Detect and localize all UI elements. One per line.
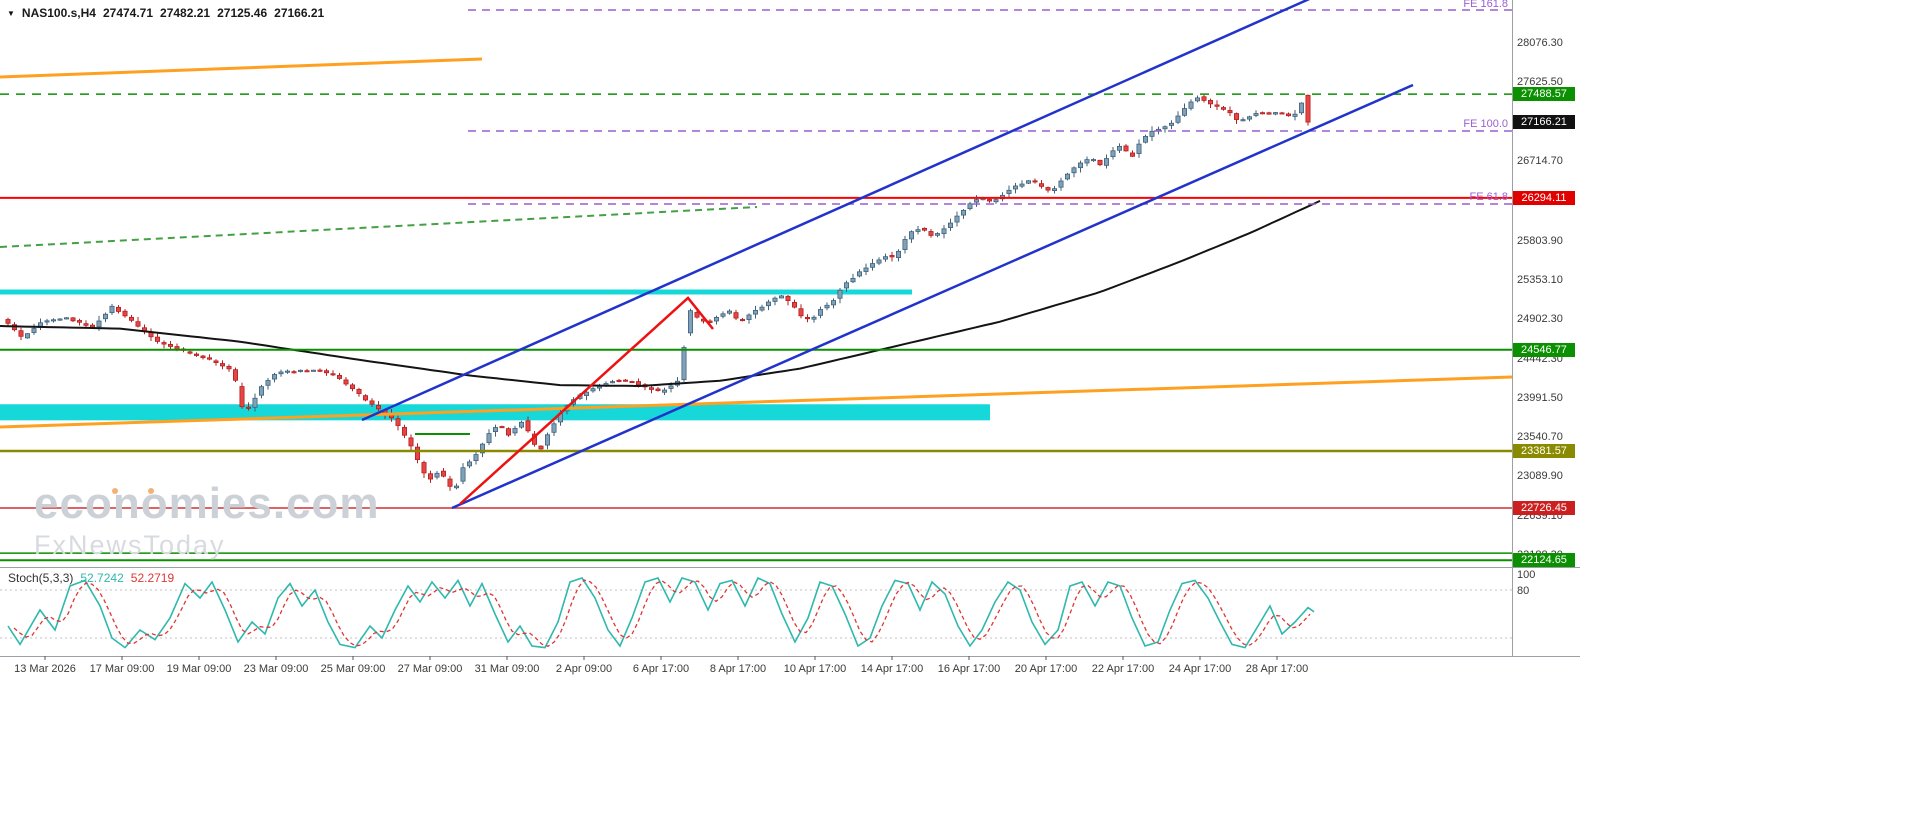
stoch-signal-value: 52.2719 [130, 571, 175, 585]
green-dashed-trendline[interactable] [0, 206, 758, 248]
ohlc-close: 27166.21 [274, 6, 325, 20]
watermark-dot [148, 488, 154, 494]
price-axis-label: 27625.50 [1517, 76, 1563, 88]
time-axis-label: 28 Apr 17:00 [1245, 663, 1309, 675]
time-axis-label: 17 Mar 09:00 [89, 663, 155, 675]
ohlc-low: 27125.46 [217, 6, 268, 20]
orange-upper-trendline[interactable] [0, 57, 483, 79]
time-axis-label: 27 Mar 09:00 [397, 663, 463, 675]
price-axis-label: 23540.70 [1517, 431, 1563, 443]
price-badge: 23381.57 [1513, 444, 1575, 458]
watermark-dot [112, 488, 118, 494]
fib-expansion-label: FE 100.0 [1463, 118, 1508, 130]
price-badge: 27166.21 [1513, 115, 1575, 129]
time-axis-label: 19 Mar 09:00 [166, 663, 232, 675]
price-axis-label: 25803.90 [1517, 235, 1563, 247]
time-axis-label: 25 Mar 09:00 [320, 663, 386, 675]
time-axis-label: 23 Mar 09:00 [243, 663, 309, 675]
time-axis-label: 8 Apr 17:00 [709, 663, 767, 675]
ohlc-high: 27482.21 [160, 6, 211, 20]
symbol-label: NAS100.s,H4 [21, 6, 96, 20]
symbol-readout: ▼ NAS100.s,H4 27474.71 27482.21 27125.46… [7, 6, 324, 20]
stoch-signal-line [13, 579, 1311, 648]
time-axis-label: 14 Apr 17:00 [860, 663, 924, 675]
stoch-axis-label: 100 [1517, 569, 1536, 581]
price-axis-label: 25353.10 [1517, 274, 1563, 286]
blue-channel-lower[interactable] [451, 83, 1414, 510]
time-axis-label: 6 Apr 17:00 [632, 663, 690, 675]
time-axis-label: 2 Apr 09:00 [555, 663, 613, 675]
time-axis-label: 24 Apr 17:00 [1168, 663, 1232, 675]
time-axis-label: 10 Apr 17:00 [783, 663, 847, 675]
blue-channel-upper[interactable] [361, 0, 1316, 422]
watermark-subtitle: FxNewsToday [34, 530, 226, 560]
ohlc-open: 27474.71 [102, 6, 154, 20]
red-impulse-line[interactable] [459, 296, 714, 505]
price-axis-label: 23991.50 [1517, 392, 1563, 404]
stoch-main-line [7, 576, 1315, 649]
candles [5, 94, 1311, 491]
price-badge: 26294.11 [1513, 191, 1575, 205]
price-axis-label: 26714.70 [1517, 155, 1563, 167]
stoch-name: Stoch(5,3,3) [8, 571, 74, 585]
stoch-pane[interactable] [0, 576, 1512, 649]
price-axis-label: 28076.30 [1517, 37, 1563, 49]
time-axis-label: 20 Apr 17:00 [1014, 663, 1078, 675]
price-axis-label: 23089.90 [1517, 470, 1563, 482]
stoch-main-value: 52.7242 [80, 571, 124, 585]
price-badge: 27488.57 [1513, 87, 1575, 101]
stoch-indicator-label: Stoch(5,3,3) 52.7242 52.2719 [8, 571, 174, 585]
price-badge: 22726.45 [1513, 501, 1575, 515]
fib-expansion-label: FE 61.8 [1469, 191, 1508, 203]
moving-average-line[interactable] [0, 199, 1321, 388]
watermark: economies.com FxNewsToday [34, 482, 380, 561]
time-axis-label: 13 Mar 2026 [14, 663, 76, 675]
price-badge: 22124.65 [1513, 553, 1575, 567]
symbol-dropdown-icon[interactable]: ▼ [7, 8, 15, 18]
time-axis-label: 16 Apr 17:00 [937, 663, 1001, 675]
cyan-zone-rect[interactable] [0, 404, 990, 421]
stoch-axis-label: 80 [1517, 585, 1530, 597]
price-badge: 24546.77 [1513, 343, 1575, 357]
price-axis-label: 24902.30 [1517, 313, 1563, 325]
watermark-logo: economies.com [34, 479, 380, 528]
time-axis-label: 31 Mar 09:00 [474, 663, 540, 675]
orange-rising-trendline[interactable] [0, 375, 1512, 429]
time-axis-label: 22 Apr 17:00 [1091, 663, 1155, 675]
main-pane [0, 0, 1512, 562]
fib-expansion-label: FE 161.8 [1463, 0, 1508, 10]
